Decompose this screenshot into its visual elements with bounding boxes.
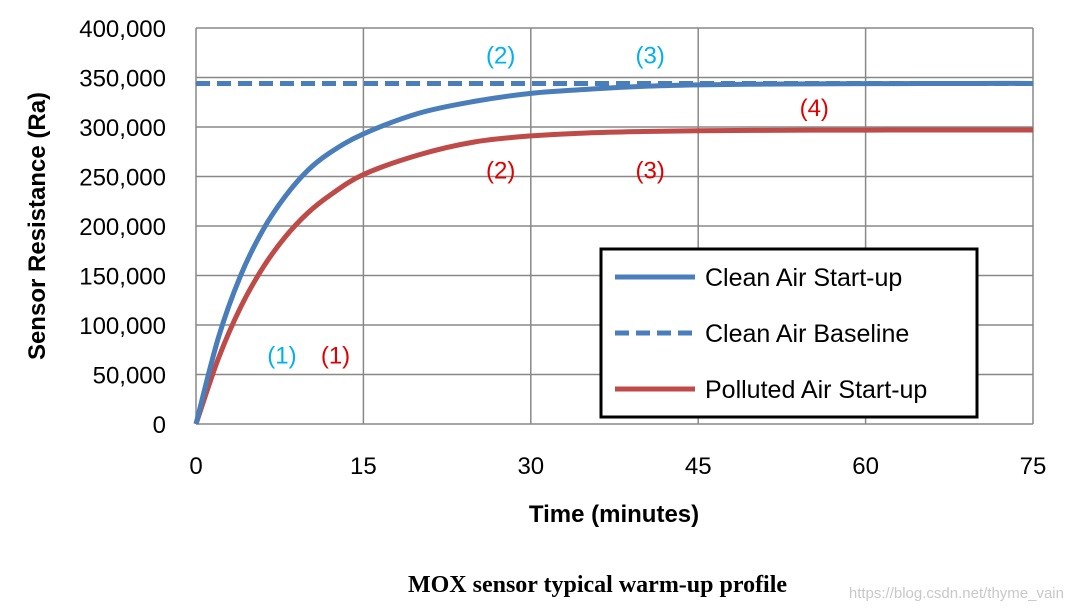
y-tick-label: 250,000: [79, 165, 166, 192]
series-clean-air-startup: [193, 80, 1034, 425]
y-tick-label: 350,000: [79, 66, 166, 93]
legend-label-clean-startup: Clean Air Start-up: [705, 264, 902, 292]
annotation-label: (1): [267, 343, 296, 370]
x-tick-labels: 0 15 30 45 60 75: [189, 453, 1046, 480]
annotations: (1) (1) (2) (3) (4) (2) (3): [267, 43, 829, 370]
annotation-label: (3): [636, 43, 665, 70]
annotation-label: (1): [321, 343, 350, 370]
y-tick-label: 200,000: [79, 214, 166, 241]
annotation-label: (3): [636, 158, 665, 185]
x-tick-label: 60: [852, 453, 879, 480]
series-layer: [193, 80, 1034, 425]
y-tick-label: 400,000: [79, 16, 166, 43]
figure-caption: MOX sensor typical warm-up profile: [407, 572, 788, 598]
legend-label-clean-baseline: Clean Air Baseline: [705, 320, 909, 348]
y-tick-label: 300,000: [79, 115, 166, 142]
x-tick-label: 45: [685, 453, 712, 480]
y-tick-label: 50,000: [93, 363, 166, 390]
y-axis-title: Sensor Resistance (Ra): [24, 92, 51, 360]
x-axis-title: Time (minutes): [529, 501, 699, 528]
y-tick-label: 150,000: [79, 264, 166, 291]
annotation-label: (2): [486, 158, 515, 185]
legend: Clean Air Start-up Clean Air Baseline Po…: [599, 247, 979, 419]
y-tick-label: 100,000: [79, 313, 166, 340]
x-tick-label: 15: [350, 453, 377, 480]
y-tick-labels: 0 50,000 100,000 150,000 200,000 250,000 300,0…: [79, 16, 166, 439]
annotation-label: (4): [800, 95, 829, 122]
series-polluted-air-startup: [193, 127, 1033, 425]
legend-label-polluted-startup: Polluted Air Start-up: [705, 376, 927, 404]
x-tick-label: 75: [1020, 453, 1047, 480]
x-tick-label: 0: [189, 453, 202, 480]
annotation-label: (2): [486, 43, 515, 70]
y-tick-label: 0: [153, 412, 166, 439]
watermark: https://blog.csdn.net/thyme_vain: [848, 585, 1064, 602]
x-tick-label: 30: [517, 453, 544, 480]
